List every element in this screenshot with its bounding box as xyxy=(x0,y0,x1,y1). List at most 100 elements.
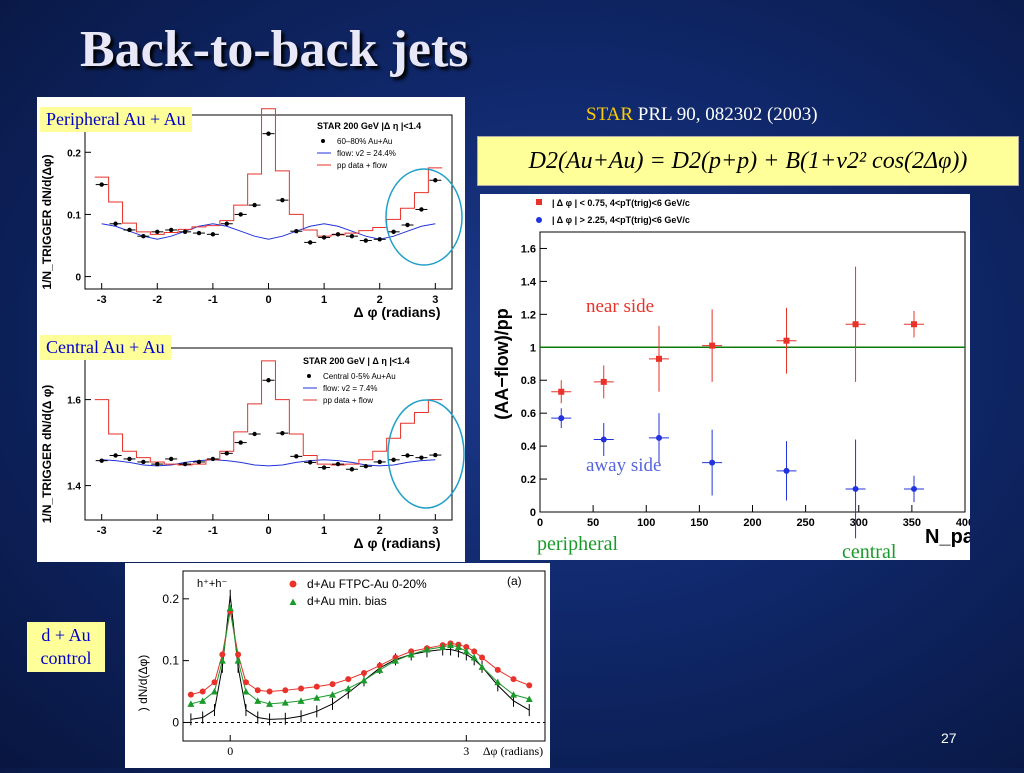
x-tick-label: 1 xyxy=(321,525,327,537)
y-tick-label: 1.6 xyxy=(521,243,536,255)
away-side-point xyxy=(911,485,917,492)
data-point xyxy=(252,431,257,437)
data-point xyxy=(377,459,382,465)
ftpc-point xyxy=(510,676,517,683)
y-tick-label: 0.2 xyxy=(67,148,81,159)
data-point xyxy=(196,230,202,236)
x-tick-label: 350 xyxy=(903,517,921,529)
legend-entry-pp: pp data + flow xyxy=(323,396,373,405)
x-axis-label: Δφ (radians) xyxy=(483,744,543,758)
legend-marker-data xyxy=(321,139,325,143)
y-tick-label: 0.8 xyxy=(521,375,536,387)
data-point xyxy=(321,465,327,470)
y-tick-label: 0 xyxy=(530,507,536,519)
page-number: 27 xyxy=(941,730,957,746)
x-tick-label: 0 xyxy=(537,517,543,529)
y-tick-label: 1.2 xyxy=(521,309,536,321)
away-side-point xyxy=(600,436,607,443)
data-point xyxy=(294,229,299,234)
minbias-point xyxy=(407,650,415,658)
data-point xyxy=(141,459,146,465)
data-point xyxy=(405,222,410,228)
peripheral-tag: Peripheral Au + Au xyxy=(40,107,192,132)
away-side-point xyxy=(852,485,859,492)
minbias-point xyxy=(242,688,250,695)
x-axis-label: N_part xyxy=(925,526,970,548)
panel-label: (a) xyxy=(507,574,522,588)
central-plot-panel: -3 -2 -1 0 1 2 3 1.4 1.6 Δ φ (radians) 1/N_TRIGGER… xyxy=(37,330,465,562)
legend-entry-near: | Δ φ | < 0.75, 4<pT(trig)<6 GeV/c xyxy=(552,198,690,208)
plot-frame xyxy=(182,570,546,742)
ftpc-point xyxy=(254,687,261,694)
data-point xyxy=(238,440,243,445)
data-point xyxy=(155,461,160,467)
data-point xyxy=(433,452,438,458)
pp-flow-histogram xyxy=(94,360,443,466)
x-tick-label: 3 xyxy=(432,294,438,306)
x-tick-label: 200 xyxy=(743,517,761,529)
minbias-point xyxy=(344,684,352,692)
y-tick-label: 0.2 xyxy=(162,592,179,606)
highlight-circle xyxy=(385,168,463,266)
data-point xyxy=(363,238,369,243)
minbias-point xyxy=(297,697,305,704)
minbias-point xyxy=(454,643,462,651)
data-point xyxy=(308,460,313,465)
ftpc-point xyxy=(313,683,320,690)
data-point xyxy=(419,207,424,212)
near-side-point xyxy=(600,378,607,385)
away-side-point xyxy=(783,467,790,474)
minbias-point xyxy=(313,694,321,701)
data-point xyxy=(113,453,118,458)
x-tick-label: 1 xyxy=(321,294,327,306)
minbias-fit-curve xyxy=(190,608,530,705)
annotation-central: central xyxy=(842,541,897,560)
ftpc-point xyxy=(187,691,194,698)
minbias-point xyxy=(226,604,234,612)
data-point xyxy=(113,221,118,226)
data-point xyxy=(127,456,132,462)
data-point xyxy=(141,233,146,239)
x-tick-label: 0 xyxy=(227,744,233,758)
y-tick-label: 0.4 xyxy=(521,441,537,453)
minbias-point xyxy=(447,641,455,649)
y-tick-label: 1.4 xyxy=(67,482,81,493)
formula: D2(Au+Au) = D2(p+p) + B(1+v2² cos(2Δφ)) xyxy=(477,136,1019,186)
ftpc-point xyxy=(199,688,206,695)
data-point xyxy=(210,456,216,462)
data-point xyxy=(363,464,369,469)
ftpc-point xyxy=(266,688,273,695)
data-point xyxy=(168,456,174,462)
minbias-point xyxy=(423,646,431,653)
pp-flow-histogram xyxy=(94,108,443,237)
near-side-point xyxy=(783,337,790,344)
data-point xyxy=(224,221,229,226)
npart-plot-panel: 0 50 100 150 200 250 300 350 400 0 0.2 0.4 0.6 0.8 1 1.… xyxy=(480,194,989,563)
y-tick-label: 0.1 xyxy=(162,654,179,668)
y-axis-label: (AA−flow)/pp xyxy=(492,308,512,419)
data-point xyxy=(321,235,327,240)
data-point xyxy=(168,227,174,233)
data-point xyxy=(252,202,257,208)
data-point xyxy=(419,455,424,460)
ftpc-point xyxy=(471,648,478,655)
minbias-point xyxy=(254,697,262,704)
x-tick-label: 100 xyxy=(637,517,655,529)
away-side-point xyxy=(656,434,662,441)
x-tick-label: -3 xyxy=(97,525,107,537)
data-point xyxy=(294,454,299,459)
x-tick-label: 300 xyxy=(850,517,868,529)
ftpc-point xyxy=(211,679,218,686)
citation-ref: PRL 90, 082302 (2003) xyxy=(637,104,818,125)
ftpc-point xyxy=(526,682,533,689)
x-tick-label: 50 xyxy=(587,517,599,529)
data-point xyxy=(266,378,271,383)
x-axis-label: Δ φ (radians) xyxy=(354,535,441,551)
x-tick-label: -2 xyxy=(152,294,162,306)
highlight-circle xyxy=(387,399,465,509)
ftpc-point xyxy=(235,651,242,658)
x-tick-label: -1 xyxy=(208,294,218,306)
minbias-point xyxy=(266,700,274,707)
minbias-point xyxy=(360,676,368,684)
y-tick-label: 0.6 xyxy=(521,408,536,420)
